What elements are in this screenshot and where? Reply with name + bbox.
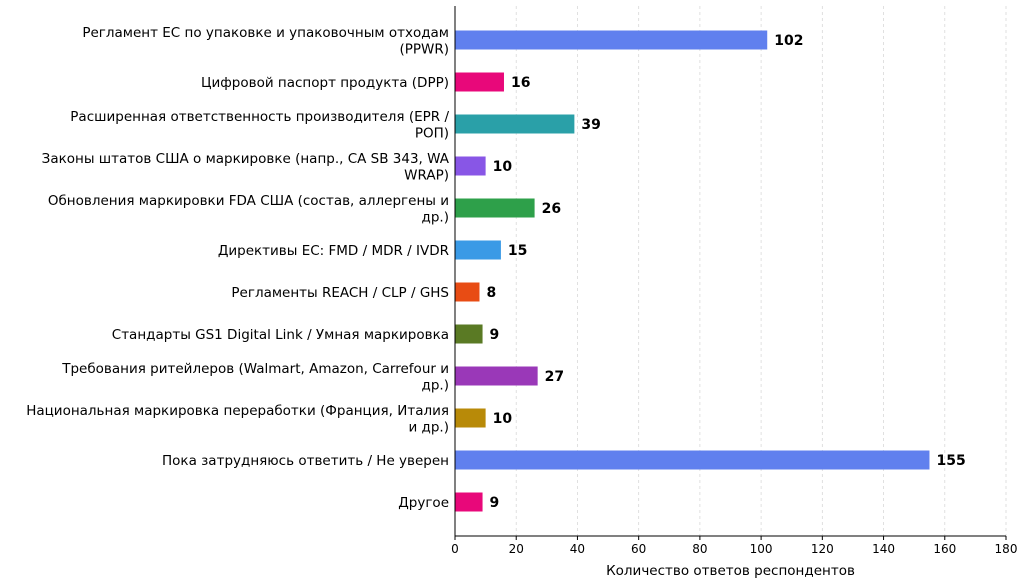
bar (455, 450, 930, 470)
category-label-line: WRAP) (404, 167, 449, 183)
category-label-line: Регламент ЕС по упаковке и упаковочным о… (82, 25, 449, 41)
category-label: Пока затрудняюсь ответить / Не уверен (162, 453, 449, 469)
category-label-line: Стандарты GS1 Digital Link / Умная марки… (112, 327, 449, 343)
x-tick-label: 60 (631, 542, 646, 556)
value-label: 10 (493, 411, 513, 427)
category-label: Расширенная ответственность производител… (70, 109, 449, 142)
bars (455, 30, 930, 512)
value-label: 16 (511, 75, 530, 91)
value-label: 39 (581, 117, 600, 133)
category-label-line: Обновления маркировки FDA США (состав, а… (48, 193, 449, 209)
bar (455, 114, 575, 134)
category-label: Другое (398, 495, 449, 511)
category-label-line: Директивы ЕС: FMD / MDR / IVDR (218, 243, 449, 259)
value-label: 26 (542, 201, 561, 217)
category-label: Регламенты REACH / CLP / GHS (231, 285, 449, 301)
value-label: 102 (774, 33, 803, 49)
category-label: Директивы ЕС: FMD / MDR / IVDR (218, 243, 449, 259)
bar (455, 240, 501, 260)
value-label: 10 (493, 159, 513, 175)
bar (455, 492, 483, 512)
category-label-line: Национальная маркировка переработки (Фра… (26, 403, 449, 419)
category-label-line: РОП) (415, 125, 449, 141)
x-ticks: 0 20 40 60 80 100 120 140 160 180 (451, 536, 1017, 556)
axes (454, 6, 1006, 537)
category-label-line: Требования ритейлеров (Walmart, Amazon, … (61, 361, 449, 377)
category-label-line: Законы штатов США о маркировке (напр., C… (42, 151, 450, 167)
bar (455, 156, 486, 176)
x-tick-label: 180 (995, 542, 1018, 556)
bar (455, 366, 538, 386)
category-label-line: Цифровой паспорт продукта (DPP) (201, 75, 449, 91)
category-label: Стандарты GS1 Digital Link / Умная марки… (112, 327, 449, 343)
x-tick-label: 80 (692, 542, 707, 556)
grid-lines (515, 6, 1007, 536)
value-labels: 102 16 39 10 26 15 8 9 27 10 155 9 (486, 33, 965, 511)
category-label-line: (PPWR) (399, 41, 449, 57)
bar (455, 72, 504, 92)
x-tick-label: 0 (451, 542, 459, 556)
category-label-line: Другое (398, 495, 449, 511)
value-label: 155 (936, 453, 965, 469)
category-label-line: Расширенная ответственность производител… (70, 109, 449, 125)
category-label: Регламент ЕС по упаковке и упаковочным о… (82, 25, 449, 58)
category-label: Национальная маркировка переработки (Фра… (26, 403, 449, 436)
category-labels: Регламент ЕС по упаковке и упаковочным о… (26, 25, 450, 511)
value-label: 9 (490, 327, 500, 343)
category-label-line: др.) (422, 377, 449, 393)
x-axis-title: Количество ответов респондентов (606, 563, 855, 579)
x-tick-label: 160 (933, 542, 956, 556)
category-label-line: др.) (422, 209, 449, 225)
bar (455, 282, 480, 302)
category-label-line: Регламенты REACH / CLP / GHS (231, 285, 449, 301)
category-label: Обновления маркировки FDA США (состав, а… (48, 193, 449, 226)
value-label: 8 (486, 285, 496, 301)
category-label: Законы штатов США о маркировке (напр., C… (42, 151, 450, 184)
bar (455, 408, 486, 428)
value-label: 27 (545, 369, 564, 385)
x-tick-label: 100 (750, 542, 773, 556)
x-tick-label: 140 (872, 542, 895, 556)
x-tick-label: 40 (570, 542, 585, 556)
category-label-line: Пока затрудняюсь ответить / Не уверен (162, 453, 449, 469)
category-label-line: и др.) (408, 419, 449, 435)
bar (455, 30, 768, 50)
x-tick-label: 120 (811, 542, 834, 556)
category-label: Цифровой паспорт продукта (DPP) (201, 75, 449, 91)
bar (455, 198, 535, 218)
category-label: Требования ритейлеров (Walmart, Amazon, … (61, 361, 449, 394)
value-label: 9 (490, 495, 500, 511)
value-label: 15 (508, 243, 527, 259)
x-tick-label: 20 (509, 542, 524, 556)
bar (455, 324, 483, 344)
